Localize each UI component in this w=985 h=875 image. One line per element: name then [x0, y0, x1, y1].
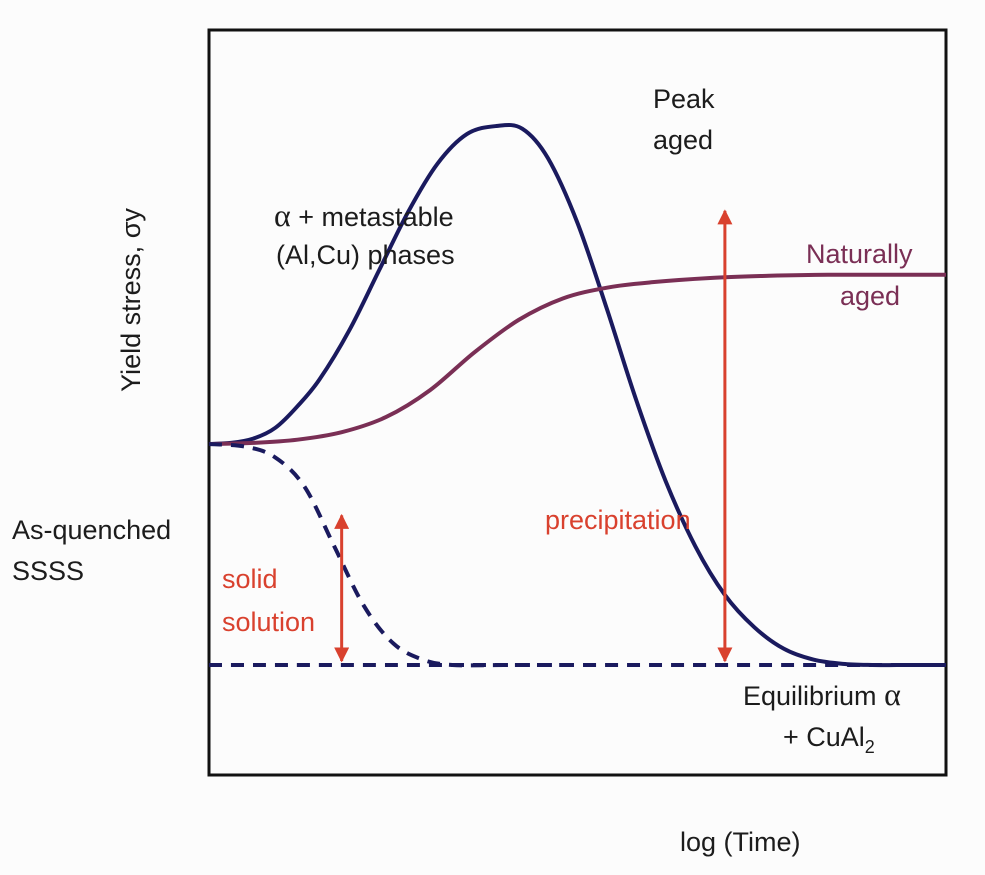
annotation-equilibrium-line1: Equilibrium α	[743, 676, 901, 712]
annotation-metastable-rest: + metastable	[291, 202, 454, 232]
annotation-equilibrium-subscript: 2	[865, 737, 875, 757]
annotation-equilibrium-formula: + CuAl	[783, 722, 865, 752]
annotation-metastable-greek: α	[274, 197, 291, 233]
annotation-equilibrium-text: Equilibrium	[743, 681, 884, 711]
annotation-peak-line1: Peak	[653, 84, 715, 114]
annotation-solid-line2: solution	[222, 607, 315, 637]
plot-frame	[207, 28, 948, 777]
series-layer	[208, 122, 946, 668]
solid-solution-curve	[208, 442, 578, 668]
peak-aged-curve	[208, 122, 946, 668]
annotation-quenched-line2: SSSS	[12, 556, 84, 586]
annotation-quenched-line1: As-quenched	[12, 515, 171, 545]
annotation-precipitation: precipitation	[545, 505, 691, 535]
annotation-metastable-line2: (Al,Cu) phases	[276, 240, 455, 270]
naturally-aged-curve	[208, 272, 946, 446]
annotation-natural-line2: aged	[840, 281, 900, 311]
annotation-metastable-line1: α + metastable	[274, 197, 454, 233]
annotation-equilibrium-line2: + CuAl2	[783, 722, 875, 757]
annotation-natural-line1: Naturally	[806, 239, 913, 269]
annotation-equilibrium-greek: α	[884, 676, 901, 712]
arrow-layer	[334, 209, 733, 663]
annotation-peak-line2: aged	[653, 125, 713, 155]
y-axis-label: Yield stress, σy	[116, 208, 146, 392]
x-axis-label: log (Time)	[680, 827, 801, 857]
annotation-solid-line1: solid	[222, 564, 278, 594]
